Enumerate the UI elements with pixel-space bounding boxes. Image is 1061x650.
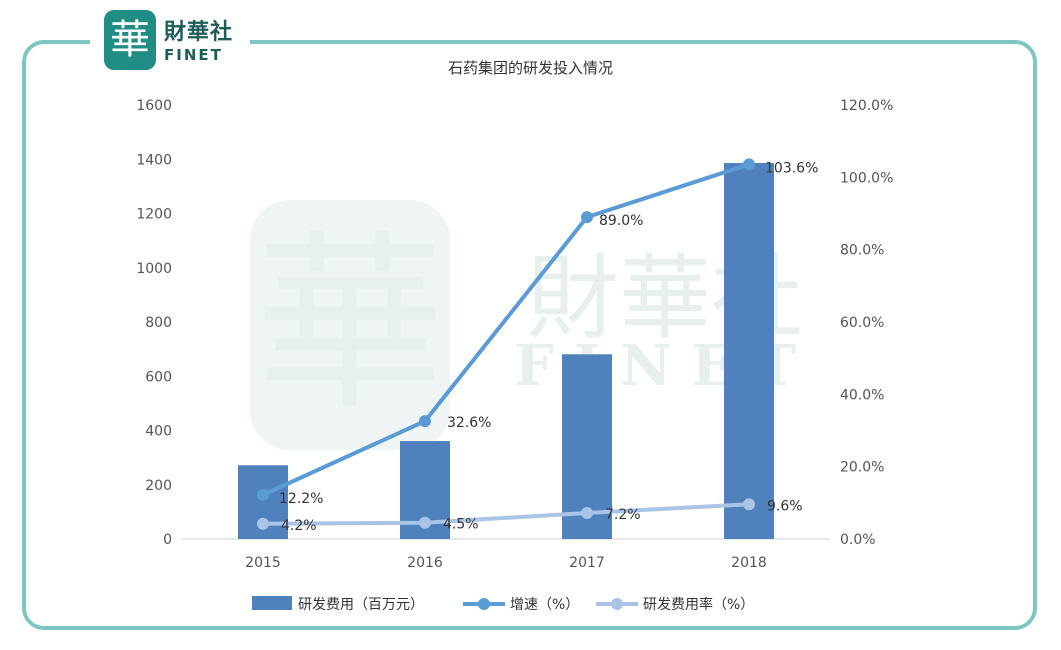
rd-ratio-data-label: 4.5%	[443, 517, 479, 533]
x-tick-label: 2016	[407, 555, 443, 571]
finet-logo: 華 財華社 FINET	[104, 10, 264, 72]
growth-data-label: 32.6%	[447, 415, 491, 431]
growth-point	[257, 488, 269, 501]
legend: 研发费用（百万元） 增速（%） 研发费用率（%）	[252, 596, 754, 613]
legend-bar-label: 研发费用（百万元）	[298, 597, 424, 613]
right-tick-label: 40.0%	[840, 387, 884, 403]
watermark-badge	[250, 200, 450, 450]
bar-rd-expense	[724, 163, 774, 540]
rd-ratio-data-label: 7.2%	[605, 507, 641, 523]
growth-point	[419, 415, 431, 428]
left-tick-label: 800	[145, 315, 172, 331]
left-tick-label: 200	[145, 478, 172, 494]
left-tick-label: 1200	[136, 207, 172, 223]
left-tick-label: 400	[145, 424, 172, 440]
right-tick-label: 80.0%	[840, 243, 884, 259]
logo-english-name: FINET	[164, 46, 223, 64]
left-tick-label: 600	[145, 369, 172, 385]
growth-data-label: 12.2%	[279, 491, 323, 507]
logo-chinese-name: 財華社	[164, 19, 234, 45]
growth-point	[581, 211, 593, 224]
legend-ratio-marker	[611, 598, 623, 610]
right-tick-label: 0.0%	[840, 532, 876, 548]
x-tick-label: 2017	[569, 555, 605, 571]
rd-ratio-point	[257, 517, 269, 530]
logo-badge: 華	[104, 10, 156, 70]
rd-ratio-point	[743, 498, 755, 511]
growth-data-label: 89.0%	[599, 213, 643, 229]
chart-title: 石药集团的研发投入情况	[447, 59, 613, 77]
left-axis-ticks: 0 200 400 600 800 1000 1200 1400 1600	[136, 98, 172, 548]
right-tick-label: 100.0%	[840, 170, 893, 186]
watermark-badge-char: 華	[255, 214, 445, 435]
left-tick-label: 1600	[136, 98, 172, 114]
rd-ratio-data-label: 4.2%	[281, 518, 317, 534]
chart-frame	[22, 40, 1037, 630]
x-tick-label: 2018	[731, 555, 767, 571]
x-tick-label: 2015	[245, 555, 281, 571]
left-tick-label: 1400	[136, 152, 172, 168]
right-axis-ticks: 0.0% 20.0% 40.0% 60.0% 80.0% 100.0% 120.0%	[840, 98, 893, 548]
growth-data-label: 103.6%	[765, 160, 818, 176]
growth-line	[262, 162, 750, 497]
rd-ratio-data-label: 9.6%	[767, 498, 803, 514]
legend-bar-swatch	[252, 596, 292, 610]
rd-ratio-point	[419, 516, 431, 529]
rd-ratio-line	[262, 502, 750, 526]
right-tick-label: 60.0%	[840, 315, 884, 331]
x-axis-ticks: 2015 2016 2017 2018	[245, 555, 767, 571]
left-tick-label: 1000	[136, 261, 172, 277]
legend-growth-marker	[478, 598, 490, 610]
right-tick-label: 120.0%	[840, 98, 893, 114]
left-tick-label: 0	[163, 532, 172, 548]
legend-ratio-label: 研发费用率（%）	[643, 596, 754, 613]
right-tick-label: 20.0%	[840, 460, 884, 476]
line-series: 12.2% 32.6% 89.0% 103.6% 4.2% 4.5% 7.2% 9.6%	[257, 158, 818, 534]
legend-growth-label: 增速（%）	[510, 597, 579, 613]
rd-ratio-point	[581, 506, 593, 519]
growth-point	[743, 158, 755, 171]
